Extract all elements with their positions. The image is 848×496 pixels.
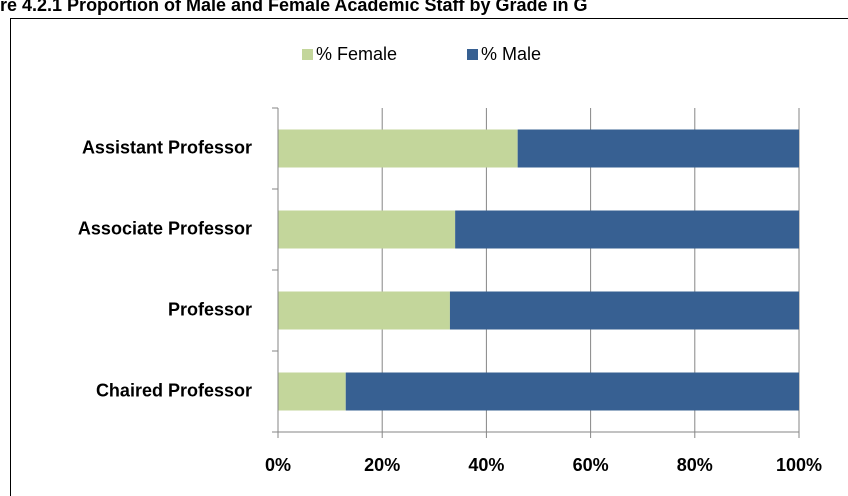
x-tick-label: 20%	[364, 455, 400, 475]
bar-segment	[345, 372, 799, 411]
legend-swatch	[302, 49, 313, 60]
legend-swatch	[467, 49, 478, 60]
y-tick-label: Associate Professor	[78, 218, 252, 238]
bar-segment	[449, 291, 799, 330]
bar-segment	[278, 291, 450, 330]
x-tick-label: 80%	[677, 455, 713, 475]
bar-segment	[278, 372, 346, 411]
x-tick-label: 60%	[573, 455, 609, 475]
legend-label: % Female	[316, 44, 397, 64]
bar-segment	[278, 129, 518, 168]
y-tick-label: Professor	[168, 299, 252, 319]
y-tick-label: Assistant Professor	[82, 137, 252, 157]
bar-segment	[517, 129, 799, 168]
y-tick-label: Chaired Professor	[96, 380, 252, 400]
bar-segment	[455, 210, 799, 249]
x-tick-label: 40%	[468, 455, 504, 475]
legend-label: % Male	[481, 44, 541, 64]
bar-segment	[278, 210, 456, 249]
chart-border	[10, 18, 848, 496]
x-tick-label: 100%	[776, 455, 822, 475]
x-tick-label: 0%	[265, 455, 291, 475]
chart-title: re 4.2.1 Proportion of Male and Female A…	[0, 0, 588, 15]
